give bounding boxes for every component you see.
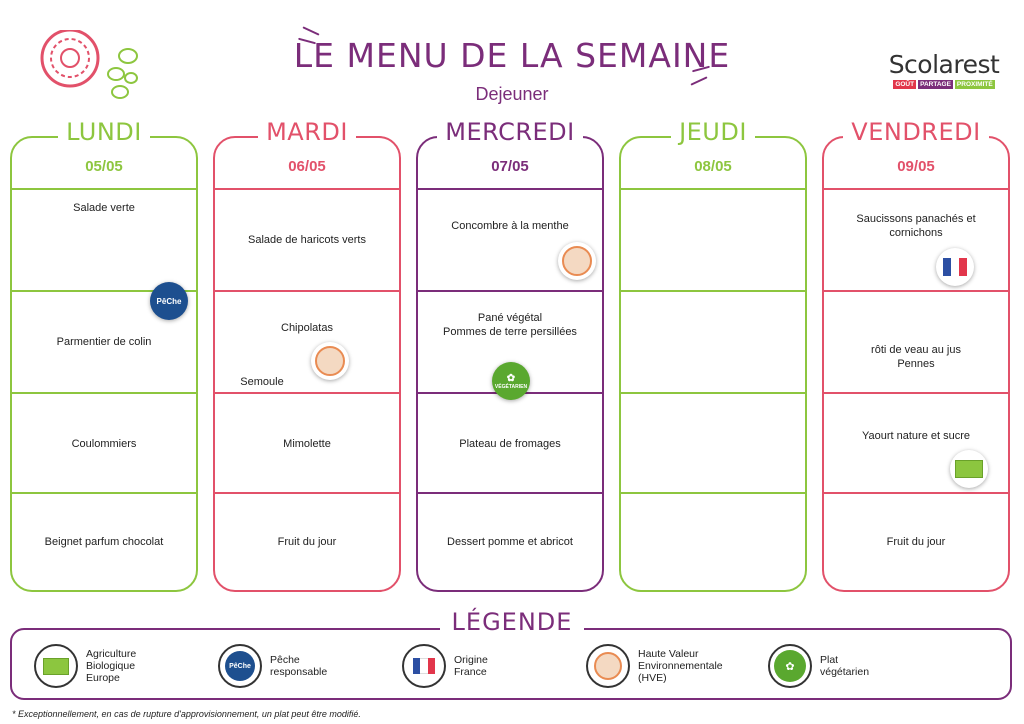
menu-item: Concombre à la menthe xyxy=(451,220,569,232)
legend-title: LÉGENDE xyxy=(439,608,585,636)
brand-tag: PROXIMITÉ xyxy=(954,80,995,89)
day-column-vendredi: VENDREDI 09/05 Saucissons panachés et co… xyxy=(822,118,1010,592)
menu-item: rôti de veau au jus xyxy=(871,344,961,356)
menu-item: Pennes xyxy=(897,358,935,370)
page-title: LE MENU DE LA SEMAINE xyxy=(293,36,731,75)
day-name: JEUDI xyxy=(671,118,755,146)
menu-item: Salade verte xyxy=(73,202,135,214)
menu-item: Salade de haricots verts xyxy=(247,234,366,246)
brand-tag: GOÛT xyxy=(893,80,917,89)
day-name: MERCREDI xyxy=(437,118,583,146)
legend-label: Pêche responsable xyxy=(270,654,328,678)
vegetarian-icon: ✿ xyxy=(768,644,812,688)
title-decoration xyxy=(302,26,320,36)
decorative-plate-icon xyxy=(40,30,138,99)
day-column-mercredi: MERCREDI 07/05 Concombre à la menthe Pan… xyxy=(416,118,604,592)
footnote: * Exceptionnellement, en cas de rupture … xyxy=(12,709,361,719)
france-flag-icon xyxy=(936,248,974,286)
menu-item: Saucissons panachés et cornichons xyxy=(856,213,976,239)
menu-item: Fruit du jour xyxy=(277,536,337,548)
legend-box: Agriculture Biologique Europe PêChe Pêch… xyxy=(10,628,1012,700)
day-date: 08/05 xyxy=(694,158,732,175)
legend-label: Plat végétarien xyxy=(820,654,870,678)
day-date: 09/05 xyxy=(897,158,935,175)
menu-item: Chipolatas xyxy=(281,322,333,334)
france-flag-icon xyxy=(402,644,446,688)
menu-item: Parmentier de colin xyxy=(56,336,152,348)
legend-label: Agriculture Biologique Europe xyxy=(86,648,137,684)
hve-icon xyxy=(558,242,596,280)
badge-label: VÉGÉTARIEN xyxy=(494,383,528,390)
menu-item: Pommes de terre persillées xyxy=(443,326,577,338)
day-column-jeudi: JEUDI 08/05 xyxy=(619,118,807,592)
hve-icon xyxy=(586,644,630,688)
menu-item: Semoule xyxy=(240,376,284,388)
hve-icon xyxy=(311,342,349,380)
vegetarian-icon: ✿ VÉGÉTARIEN xyxy=(492,362,530,400)
peche-icon: PêChe xyxy=(218,644,262,688)
day-name: VENDREDI xyxy=(843,118,989,146)
bio-icon xyxy=(950,450,988,488)
day-date: 07/05 xyxy=(491,158,529,175)
menu-item: Mimolette xyxy=(283,438,331,450)
menu-item: Fruit du jour xyxy=(886,536,946,548)
day-date: 05/05 xyxy=(85,158,123,175)
brand-name: Scolarest xyxy=(888,50,1000,79)
day-column-mardi: MARDI 06/05 Salade de haricots verts Chi… xyxy=(213,118,401,592)
legend-item-hve: Haute Valeur Environnementale (HVE) xyxy=(586,644,734,688)
menu-item: Pané végétal xyxy=(477,312,543,324)
brand-tags: GOÛT PARTAGE PROXIMITÉ xyxy=(884,80,1004,89)
legend-item-peche: PêChe Pêche responsable xyxy=(218,644,340,688)
day-date: 06/05 xyxy=(288,158,326,175)
legend-label: Origine France xyxy=(454,654,488,678)
menu-item: Plateau de fromages xyxy=(459,438,561,450)
bio-icon xyxy=(34,644,78,688)
brand-tag: PARTAGE xyxy=(918,80,953,89)
peche-responsable-icon: PêChe xyxy=(150,282,188,320)
legend-item-bio: Agriculture Biologique Europe xyxy=(34,644,150,688)
menu-item: Beignet parfum chocolat xyxy=(44,536,164,548)
day-name: MARDI xyxy=(258,118,356,146)
menu-item: Yaourt nature et sucre xyxy=(861,430,971,442)
page-subtitle: Dejeuner xyxy=(475,84,549,104)
legend-item-vegetarian: ✿ Plat végétarien xyxy=(768,644,884,688)
day-column-lundi: LUNDI 05/05 Salade verte Parmentier de c… xyxy=(10,118,198,592)
day-name: LUNDI xyxy=(58,118,150,146)
menu-item: Coulommiers xyxy=(71,438,137,450)
brand-logo: Scolarest GOÛT PARTAGE PROXIMITÉ xyxy=(884,50,1004,89)
menu-item: Dessert pomme et abricot xyxy=(447,536,573,548)
legend-item-france: Origine France xyxy=(402,644,504,688)
badge-label: PêChe xyxy=(156,296,182,306)
legend-label: Haute Valeur Environnementale (HVE) xyxy=(638,648,723,684)
